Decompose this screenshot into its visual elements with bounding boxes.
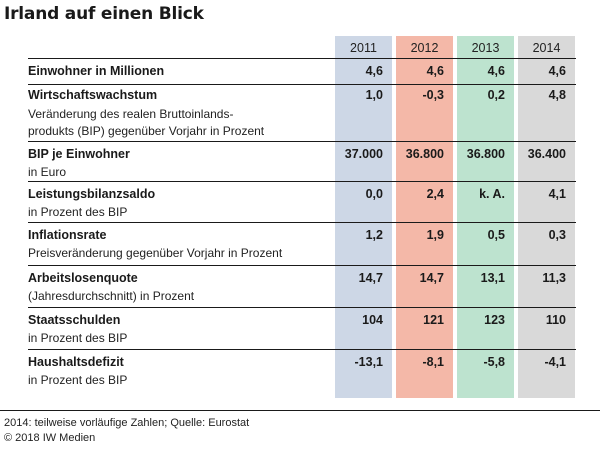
table-cell: 0,3	[548, 228, 566, 242]
footnote: 2014: teilweise vorläufige Zahlen; Quell…	[4, 417, 250, 429]
table-cell: 14,7	[419, 271, 444, 285]
table-cell: -4,1	[544, 355, 566, 369]
table-row: Inflationsrate Preisveränderung gegenübe…	[28, 228, 576, 262]
table-cell: 1,9	[426, 228, 444, 242]
table-cell: 123	[484, 313, 505, 327]
year-header: 2014	[532, 41, 561, 55]
table-row: Haushaltsdefizit in Prozent des BIP -13,…	[28, 355, 576, 389]
table-divider	[28, 307, 576, 308]
table-divider	[28, 349, 576, 350]
page-title: Irland auf einen Blick	[4, 4, 204, 24]
table-cell: 11,3	[542, 271, 566, 285]
row-sublabel: in Prozent des BIP	[28, 205, 128, 219]
row-sublabel: in Euro	[28, 165, 67, 179]
table-cell: 13,1	[480, 271, 505, 285]
table-cell: 36.400	[527, 147, 566, 161]
row-label: Inflationsrate	[28, 228, 107, 242]
row-sublabel: (Jahresdurchschnitt) in Prozent	[28, 289, 195, 303]
table-cell: 4,6	[365, 64, 383, 78]
row-sublabel: Preisveränderung gegenüber Vorjahr in Pr…	[28, 246, 283, 260]
row-sublabel: in Prozent des BIP	[28, 331, 128, 345]
row-label: Staatsschulden	[28, 313, 121, 327]
table-cell: 1,2	[365, 228, 383, 242]
year-header: 2012	[410, 41, 439, 55]
row-sublabel: in Prozent des BIP	[28, 373, 128, 387]
table-cell: 0,0	[365, 187, 383, 201]
table-row: Staatsschulden in Prozent des BIP 104 12…	[28, 313, 576, 347]
table-cell: 36.800	[405, 147, 444, 161]
table-cell: 14,7	[358, 271, 383, 285]
table-divider	[28, 84, 576, 85]
row-label: Haushaltsdefizit	[28, 355, 124, 369]
table-cell: 4,6	[426, 64, 444, 78]
copyright: © 2018 IW Medien	[4, 432, 96, 444]
table-divider	[28, 181, 576, 182]
table-cell: -13,1	[354, 355, 384, 369]
table-cell: 4,6	[548, 64, 566, 78]
table-cell: 0,5	[487, 228, 505, 242]
column-bg-2013	[457, 36, 514, 398]
table-divider	[28, 222, 576, 223]
column-bg-2014	[518, 36, 575, 398]
table-cell: k. A.	[479, 187, 505, 201]
table-cell: 4,1	[548, 187, 566, 201]
column-bg-2011	[335, 36, 392, 398]
row-label: Leistungsbilanzsaldo	[28, 187, 156, 201]
table-divider	[28, 58, 576, 59]
table-cell: 110	[545, 313, 566, 327]
table-cell: -8,1	[422, 355, 444, 369]
table-cell: 37.000	[344, 147, 383, 161]
table-row: BIP je Einwohner in Euro 37.000 36.800 3…	[28, 147, 576, 181]
table-divider	[28, 141, 576, 142]
table-row: Arbeitslosenquote (Jahresdurchschnitt) i…	[28, 271, 576, 305]
row-label: BIP je Einwohner	[28, 147, 130, 161]
table-cell: 104	[362, 313, 383, 327]
table-row: Wirtschaftswachstum Veränderung des real…	[28, 88, 576, 142]
table-cell: 4,6	[487, 64, 505, 78]
row-label: Einwohner in Millionen	[28, 64, 165, 78]
column-bg-2012	[396, 36, 453, 398]
row-label: Arbeitslosenquote	[28, 271, 138, 285]
year-header: 2011	[350, 41, 377, 55]
table-cell: 0,2	[487, 88, 505, 102]
year-header: 2013	[471, 41, 500, 55]
table-row: Einwohner in Millionen 4,6 4,6 4,6 4,6	[28, 64, 576, 84]
table-cell: 4,8	[548, 88, 566, 102]
table-cell: 36.800	[466, 147, 505, 161]
row-label: Wirtschaftswachstum	[28, 88, 158, 102]
table-cell: -5,8	[483, 355, 505, 369]
table-cell: -0,3	[422, 88, 444, 102]
table-cell: 121	[423, 313, 444, 327]
row-sublabel: Veränderung des realen Bruttoinlands-	[28, 107, 234, 121]
table-cell: 1,0	[365, 88, 383, 102]
table-cell: 2,4	[426, 187, 444, 201]
footer-divider	[0, 410, 600, 411]
table-divider	[28, 265, 576, 266]
row-sublabel: produkts (BIP) gegenüber Vorjahr in Proz…	[28, 124, 265, 138]
table-row: Leistungsbilanzsaldo in Prozent des BIP …	[28, 187, 576, 221]
